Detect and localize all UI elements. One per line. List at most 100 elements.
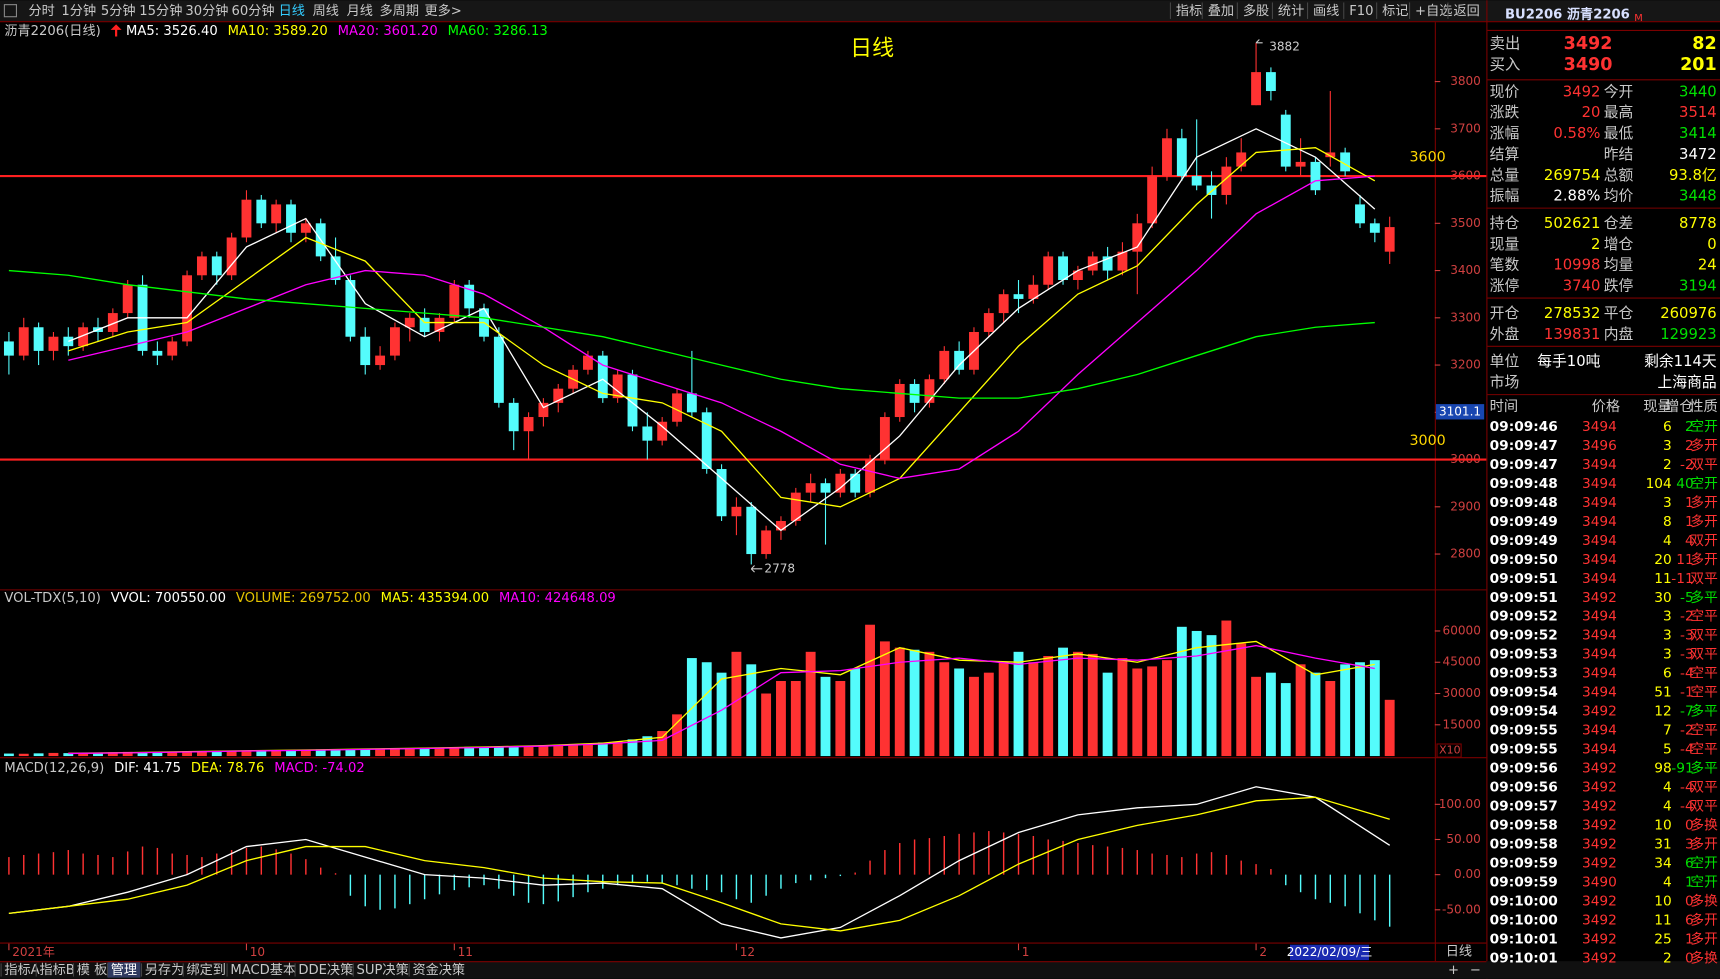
y-tick-label: -50.00 <box>1442 902 1481 916</box>
volume-bar <box>63 753 74 757</box>
stat-label: 内盘 <box>1604 325 1634 343</box>
volume-bar <box>776 681 786 757</box>
volume-bar <box>850 668 861 757</box>
tick-cell: 多开 <box>1690 513 1717 530</box>
bottom-tab[interactable]: DDE决策 <box>298 961 353 978</box>
bottom-tab[interactable]: 资金决策 <box>412 961 465 978</box>
tool-button[interactable]: 标记 <box>1382 3 1408 19</box>
book-volume: 82 <box>1692 34 1716 54</box>
volume-bar <box>300 749 311 757</box>
period-tab[interactable]: 15分钟 <box>139 2 182 19</box>
tool-button[interactable]: 统计 <box>1278 3 1304 19</box>
tick-cell: 4 <box>1685 533 1694 549</box>
tick-cell: 3494 <box>1582 552 1617 568</box>
candle-body <box>1251 72 1262 106</box>
zoom-button[interactable]: + <box>1448 963 1459 978</box>
bottom-tab[interactable]: 绑定到 <box>186 962 225 978</box>
tick-cell: 3492 <box>1582 704 1617 720</box>
period-tab[interactable]: 30分钟 <box>185 2 228 19</box>
volume-bar <box>909 649 920 757</box>
bottom-tab[interactable]: 管理 <box>111 962 137 978</box>
tick-cell: 1 <box>1685 931 1694 947</box>
tick-cell: 空开 <box>1690 855 1717 871</box>
candle-body <box>345 280 356 337</box>
stat-label: 笔数 <box>1490 257 1520 274</box>
volume-bar <box>1384 699 1395 757</box>
tick-cell: 8 <box>1663 514 1672 530</box>
volume-bar <box>1295 664 1306 757</box>
volume-bar <box>969 676 979 757</box>
tick-cell: 104 <box>1646 476 1672 492</box>
candle-body <box>746 506 757 555</box>
ticks-header: 价格 <box>1592 398 1621 415</box>
y-tick-label: 15000 <box>1443 717 1481 731</box>
tick-cell: 09:09:59 <box>1490 874 1558 890</box>
bottom-tab[interactable]: 指标B <box>39 962 74 978</box>
bottom-tab[interactable]: 模 板 <box>77 962 108 978</box>
tick-cell: 09:09:51 <box>1490 571 1558 587</box>
volume-bar <box>835 681 846 757</box>
period-tab[interactable]: 周线 <box>313 3 339 19</box>
bottom-tab[interactable]: 另存为 <box>145 962 184 978</box>
tick-cell: 3494 <box>1582 628 1617 644</box>
tool-button[interactable]: 叠加 <box>1208 3 1234 19</box>
tool-button[interactable]: 返回 <box>1453 3 1479 19</box>
stat-label: 平仓 <box>1604 305 1634 322</box>
period-tab[interactable]: 60分钟 <box>231 2 274 19</box>
candle-body <box>286 204 296 233</box>
candle-body <box>879 417 890 460</box>
indicator-line <box>8 269 1375 399</box>
candle-body <box>48 336 59 351</box>
tick-cell: 20 <box>1654 552 1671 568</box>
volume-bar <box>761 693 772 757</box>
candle-body <box>33 327 44 351</box>
stat-label: 总量 <box>1490 167 1520 184</box>
volume-bar <box>434 747 445 757</box>
tick-cell: 51 <box>1654 685 1671 701</box>
tick-cell: 3 <box>1663 628 1672 644</box>
tick-cell: 09:09:58 <box>1490 836 1558 852</box>
marker-arrow <box>750 565 763 573</box>
tick-cell: 双平 <box>1690 457 1717 473</box>
tick-cell: 0 <box>1685 950 1694 966</box>
tick-cell: 2 <box>1663 457 1672 473</box>
candle-body <box>1340 152 1351 172</box>
tool-button[interactable]: +自选 <box>1415 3 1452 19</box>
candle-body <box>1132 223 1143 252</box>
period-tab[interactable]: 日线 <box>279 3 305 19</box>
period-tab[interactable]: 更多> <box>425 2 462 19</box>
bottom-tab[interactable]: MACD基本 <box>230 962 296 978</box>
volume-bar <box>1191 630 1202 757</box>
period-tab[interactable]: 5分钟 <box>101 2 136 19</box>
indicator-line <box>68 175 1375 480</box>
stat-value: 10998 <box>1553 257 1600 274</box>
tick-cell: 3494 <box>1582 685 1617 701</box>
tick-cell: 多开 <box>1690 494 1717 511</box>
tick-cell: 多开 <box>1690 930 1717 947</box>
candle-body <box>1369 223 1380 233</box>
period-tab[interactable]: 多周期 <box>380 2 419 19</box>
volume-bar <box>1340 664 1351 757</box>
tick-cell: 3494 <box>1582 495 1617 511</box>
period-tab[interactable]: 1分钟 <box>61 2 96 19</box>
stat-label: 涨停 <box>1490 278 1520 295</box>
stat-value: 3740 <box>1563 278 1601 295</box>
zoom-button[interactable]: − <box>1470 963 1481 978</box>
signal-arrow <box>110 24 122 37</box>
tick-cell: -4 <box>1680 780 1694 796</box>
tool-button[interactable]: F10 <box>1349 4 1373 19</box>
legend-item: DEA: 78.76 <box>191 761 264 776</box>
tool-button[interactable]: 画线 <box>1313 3 1339 19</box>
candle-body <box>553 388 564 403</box>
bottom-tab[interactable]: 指标A <box>4 962 39 978</box>
period-tab[interactable]: 分时 <box>29 3 55 19</box>
stat-label: 现价 <box>1490 83 1520 100</box>
tick-cell: 11 <box>1654 571 1671 587</box>
tool-button[interactable]: 指标 <box>1176 3 1202 19</box>
bottom-tab[interactable]: SUP决策 <box>357 961 409 978</box>
tool-button[interactable]: 多股 <box>1243 2 1269 19</box>
menu-icon[interactable] <box>3 4 18 18</box>
tick-cell: 3494 <box>1582 723 1617 739</box>
period-tab[interactable]: 月线 <box>347 3 373 19</box>
volume-bar <box>78 752 89 757</box>
